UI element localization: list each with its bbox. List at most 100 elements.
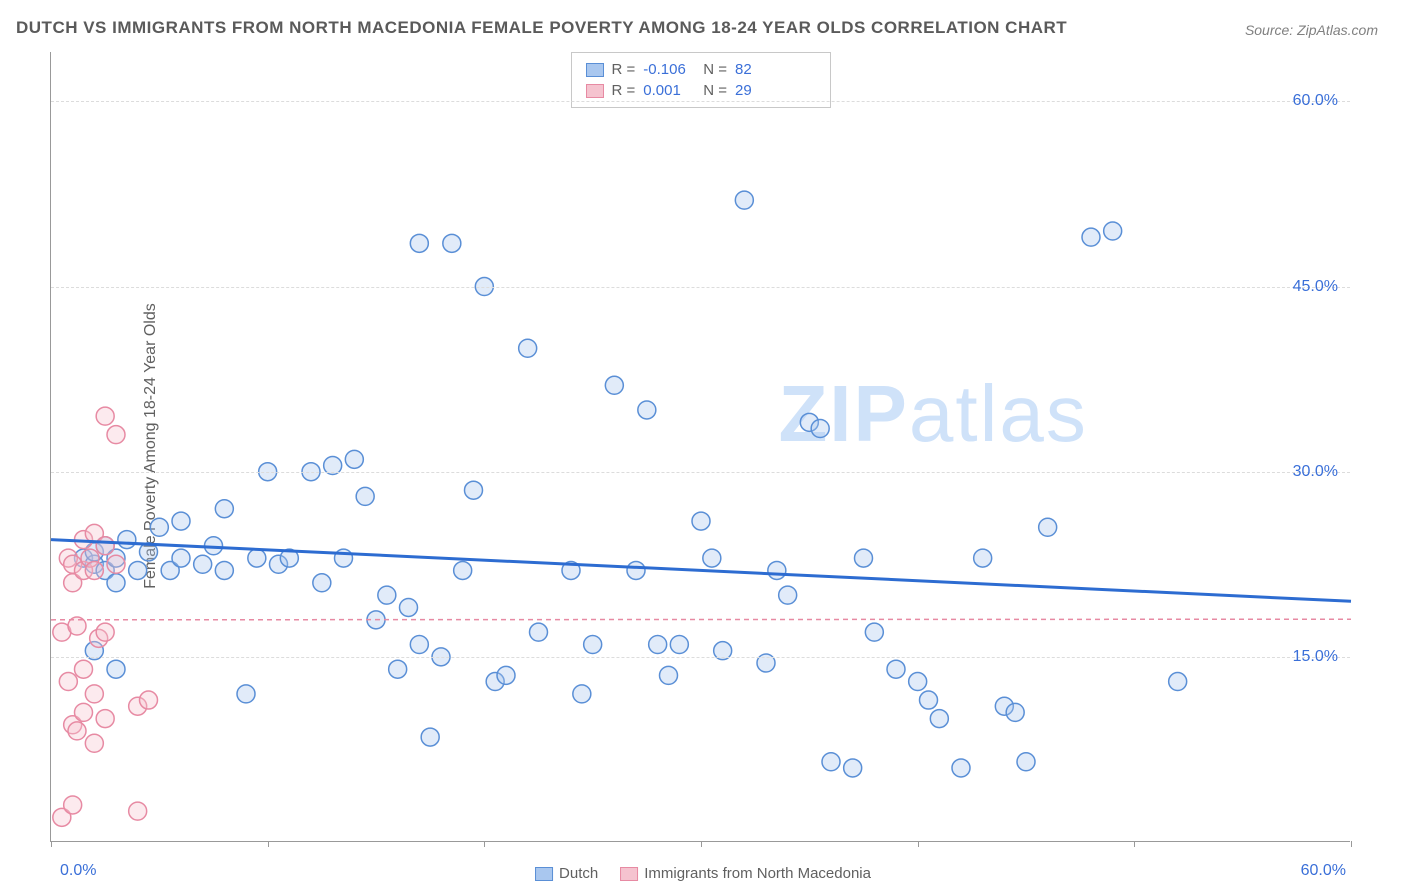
- x-axis-max-label: 60.0%: [1301, 862, 1346, 880]
- data-point: [356, 487, 374, 505]
- y-tick-label: 30.0%: [1293, 463, 1338, 481]
- gridline: [51, 657, 1350, 658]
- stats-legend-box: R = -0.106 N = 82 R = 0.001 N = 29: [571, 52, 831, 108]
- data-point: [172, 512, 190, 530]
- data-point: [573, 685, 591, 703]
- n-value: 82: [735, 61, 787, 78]
- data-point: [118, 531, 136, 549]
- r-label: R =: [612, 82, 636, 99]
- data-point: [107, 555, 125, 573]
- legend-swatch: [586, 63, 604, 77]
- gridline: [51, 472, 1350, 473]
- data-point: [96, 537, 114, 555]
- data-point: [75, 660, 93, 678]
- data-point: [96, 623, 114, 641]
- data-point: [107, 660, 125, 678]
- x-tick-mark: [484, 841, 485, 847]
- data-point: [410, 234, 428, 252]
- plot-area: ZIPatlas R =-0.106N =82R =0.001N =29 15.…: [50, 52, 1350, 842]
- data-point: [909, 673, 927, 691]
- data-point: [530, 623, 548, 641]
- data-point: [627, 561, 645, 579]
- data-point: [465, 481, 483, 499]
- x-tick-mark: [701, 841, 702, 847]
- data-point: [96, 710, 114, 728]
- y-tick-label: 15.0%: [1293, 648, 1338, 666]
- data-point: [443, 234, 461, 252]
- data-point: [768, 561, 786, 579]
- r-label: R =: [612, 61, 636, 78]
- x-tick-mark: [51, 841, 52, 847]
- data-point: [68, 722, 86, 740]
- source-attribution: Source: ZipAtlas.com: [1245, 22, 1378, 38]
- trend-line: [51, 540, 1351, 602]
- y-tick-label: 45.0%: [1293, 278, 1338, 296]
- data-point: [345, 450, 363, 468]
- x-tick-mark: [918, 841, 919, 847]
- x-tick-mark: [268, 841, 269, 847]
- data-point: [194, 555, 212, 573]
- y-tick-label: 60.0%: [1293, 92, 1338, 110]
- gridline: [51, 287, 1350, 288]
- data-point: [855, 549, 873, 567]
- legend-swatch: [535, 867, 553, 881]
- legend-swatch: [620, 867, 638, 881]
- legend-label: Dutch: [559, 865, 598, 882]
- data-point: [735, 191, 753, 209]
- data-point: [172, 549, 190, 567]
- data-point: [237, 685, 255, 703]
- data-point: [410, 636, 428, 654]
- data-point: [930, 710, 948, 728]
- legend-swatch: [586, 84, 604, 98]
- data-point: [822, 753, 840, 771]
- data-point: [454, 561, 472, 579]
- data-point: [638, 401, 656, 419]
- data-point: [844, 759, 862, 777]
- data-point: [107, 574, 125, 592]
- n-value: 29: [735, 82, 787, 99]
- data-point: [920, 691, 938, 709]
- data-point: [670, 636, 688, 654]
- data-point: [1039, 518, 1057, 536]
- data-point: [887, 660, 905, 678]
- gridline: [51, 101, 1350, 102]
- data-point: [865, 623, 883, 641]
- x-axis-min-label: 0.0%: [60, 862, 96, 880]
- data-point: [952, 759, 970, 777]
- data-point: [1169, 673, 1187, 691]
- chart-title: DUTCH VS IMMIGRANTS FROM NORTH MACEDONIA…: [16, 18, 1067, 38]
- r-value: 0.001: [643, 82, 695, 99]
- data-point: [605, 376, 623, 394]
- data-point: [660, 666, 678, 684]
- trend-line: [51, 619, 1351, 620]
- scatter-svg: [51, 52, 1350, 841]
- data-point: [519, 339, 537, 357]
- data-point: [974, 549, 992, 567]
- legend-item: Dutch: [535, 865, 598, 882]
- data-point: [692, 512, 710, 530]
- data-point: [649, 636, 667, 654]
- stats-row: R = -0.106 N = 82: [586, 59, 816, 80]
- data-point: [378, 586, 396, 604]
- data-point: [150, 518, 168, 536]
- data-point: [313, 574, 331, 592]
- data-point: [107, 426, 125, 444]
- data-point: [584, 636, 602, 654]
- legend-label: Immigrants from North Macedonia: [644, 865, 871, 882]
- n-label: N =: [703, 82, 727, 99]
- data-point: [215, 500, 233, 518]
- data-point: [1104, 222, 1122, 240]
- data-point: [248, 549, 266, 567]
- data-point: [129, 561, 147, 579]
- legend-bottom: Dutch Immigrants from North Macedonia: [535, 865, 871, 882]
- r-value: -0.106: [643, 61, 695, 78]
- stats-row: R = 0.001 N = 29: [586, 80, 816, 101]
- data-point: [400, 598, 418, 616]
- data-point: [389, 660, 407, 678]
- data-point: [1082, 228, 1100, 246]
- data-point: [75, 703, 93, 721]
- n-label: N =: [703, 61, 727, 78]
- data-point: [215, 561, 233, 579]
- data-point: [129, 802, 147, 820]
- data-point: [59, 673, 77, 691]
